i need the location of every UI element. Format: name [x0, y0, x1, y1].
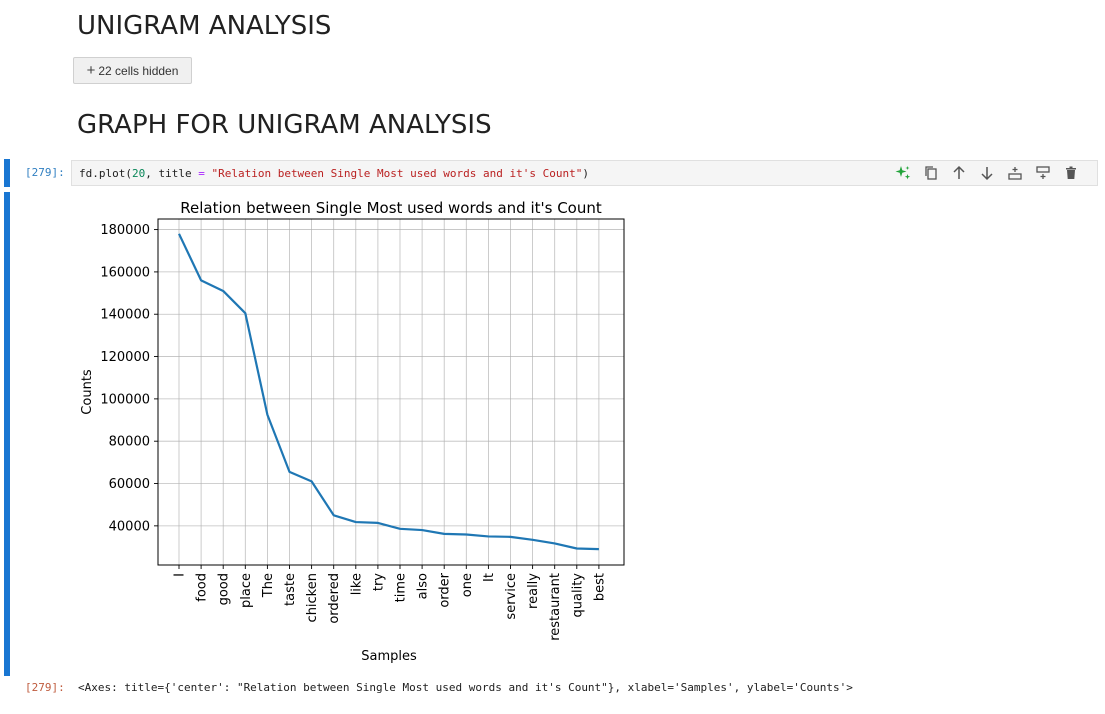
y-tick-label: 40000: [109, 519, 150, 534]
x-tick-label: really: [526, 573, 541, 609]
y-tick-label: 180000: [100, 223, 150, 238]
code-token: , title: [145, 166, 199, 180]
y-tick-label: 160000: [100, 265, 150, 280]
arrow-up-icon[interactable]: [945, 162, 973, 184]
x-tick-label: taste: [283, 573, 298, 606]
x-tick-label: also: [416, 573, 431, 599]
x-tick-label: ordered: [327, 573, 342, 624]
hidden-cells-label: 22 cells hidden: [98, 63, 179, 78]
y-tick-label: 80000: [109, 435, 150, 450]
x-tick-label: best: [592, 573, 607, 601]
unigram-line-chart: 40000 60000 80000 100000 120000 140000 160000 1…: [80, 199, 625, 664]
y-tick-label: 140000: [100, 308, 150, 323]
insert-above-icon[interactable]: [1029, 162, 1057, 184]
plus-icon: +: [86, 62, 96, 79]
y-tick-label: 60000: [109, 477, 150, 492]
chart-title: Relation between Single Most used words …: [180, 199, 602, 217]
input-prompt: [279]:: [25, 166, 65, 179]
sparkle-icon[interactable]: [889, 162, 917, 184]
x-tick-label: place: [239, 573, 254, 608]
x-tick-label: service: [504, 573, 519, 620]
x-tick-label: order: [438, 572, 453, 607]
y-tick-label: 120000: [100, 350, 150, 365]
x-tick-label: quality: [570, 573, 585, 618]
x-tick-label: chicken: [305, 573, 320, 622]
output-text: <Axes: title={'center': "Relation betwee…: [78, 681, 853, 694]
x-tick-label: It: [482, 573, 497, 582]
code-token: =: [198, 166, 205, 180]
x-tick-label: good: [217, 573, 232, 605]
cell-toolbar: [889, 161, 1085, 185]
arrow-down-icon[interactable]: [973, 162, 1001, 184]
x-tick-label: one: [460, 573, 475, 597]
x-tick-label: try: [371, 573, 386, 591]
code-editor[interactable]: fd.plot(20, title = "Relation between Si…: [71, 160, 1098, 186]
plot-frame: [157, 218, 625, 566]
cell-input-active-bar: [4, 159, 10, 187]
x-tick-label: The: [261, 573, 276, 598]
x-axis-label: Samples: [361, 649, 417, 664]
x-tick-label: I: [173, 573, 188, 577]
series-line: [178, 233, 599, 551]
code-token: fd.plot(: [79, 166, 132, 180]
x-tick-label: food: [195, 573, 210, 602]
insert-below-icon[interactable]: [1001, 162, 1029, 184]
y-tick-label: 100000: [100, 392, 150, 407]
hidden-cells-button[interactable]: + 22 cells hidden: [73, 57, 192, 84]
cell-output-active-bar: [4, 192, 10, 676]
code-token: [205, 167, 212, 180]
code-token: 20: [131, 166, 146, 180]
y-axis-label: Counts: [80, 369, 95, 415]
heading-graph-unigram: GRAPH FOR UNIGRAM ANALYSIS: [77, 110, 492, 140]
trash-icon[interactable]: [1057, 162, 1085, 184]
x-tick-label: like: [349, 573, 364, 595]
code-token: "Relation between Single Most used words…: [211, 166, 583, 180]
copy-icon[interactable]: [917, 162, 945, 184]
x-tick-label: restaurant: [548, 573, 563, 641]
code-token: ): [582, 166, 589, 180]
output-prompt: [279]:: [25, 681, 65, 694]
heading-unigram-analysis: UNIGRAM ANALYSIS: [77, 11, 332, 41]
x-tick-label: time: [394, 573, 409, 602]
